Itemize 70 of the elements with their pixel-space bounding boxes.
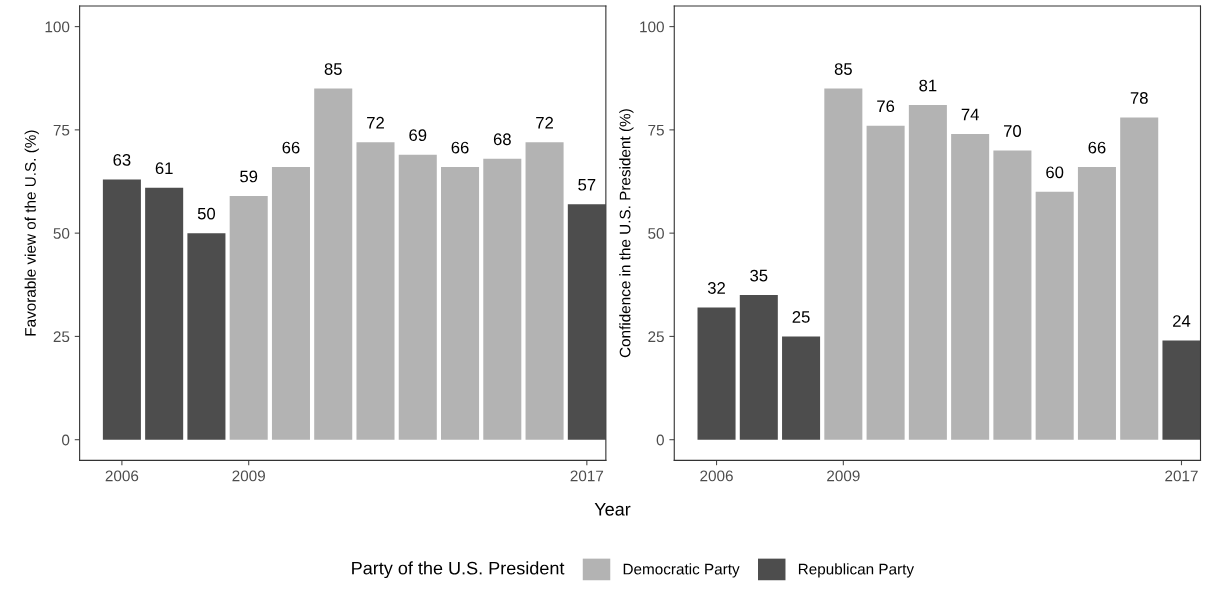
bar bbox=[483, 158, 522, 440]
data-label: 59 bbox=[240, 170, 258, 183]
bar bbox=[314, 88, 353, 440]
data-label: 68 bbox=[493, 133, 511, 146]
data-label: 35 bbox=[750, 269, 768, 282]
data-label: 85 bbox=[834, 63, 852, 75]
data-label: 25 bbox=[792, 311, 810, 323]
y-tick-label: 75 bbox=[648, 124, 664, 136]
x-axis-title: Year bbox=[594, 503, 631, 516]
x-tick-label: 2017 bbox=[1165, 470, 1198, 482]
x-tick-label: 2009 bbox=[827, 470, 860, 482]
data-label: 50 bbox=[197, 207, 216, 220]
bar bbox=[441, 167, 480, 440]
bar bbox=[1035, 191, 1074, 440]
bar bbox=[102, 179, 141, 440]
bar bbox=[398, 154, 437, 440]
y-tick-label: 100 bbox=[45, 21, 70, 33]
bar bbox=[908, 105, 947, 440]
data-label: 60 bbox=[1046, 166, 1064, 179]
data-label: 57 bbox=[578, 178, 596, 191]
data-label: 69 bbox=[409, 129, 427, 142]
data-label: 66 bbox=[451, 141, 469, 154]
y-tick-label: 100 bbox=[640, 21, 664, 33]
data-label: 70 bbox=[1003, 125, 1022, 137]
x-tick-label: 2017 bbox=[570, 470, 604, 482]
data-label: 78 bbox=[1130, 92, 1148, 104]
bar bbox=[229, 195, 268, 440]
bar bbox=[356, 142, 395, 440]
data-label: 32 bbox=[707, 282, 725, 294]
y-tick-label: 50 bbox=[53, 228, 70, 239]
bar bbox=[697, 307, 736, 440]
bar bbox=[866, 125, 905, 440]
data-label: 24 bbox=[1173, 315, 1191, 327]
y-axis-title: Favorable view of the U.S. (%) bbox=[24, 130, 39, 336]
bar bbox=[525, 142, 564, 440]
bar bbox=[1162, 340, 1201, 440]
bar bbox=[739, 295, 778, 440]
bar bbox=[187, 233, 226, 440]
data-label: 61 bbox=[155, 162, 173, 175]
data-label: 66 bbox=[282, 141, 300, 154]
bar bbox=[1077, 167, 1116, 440]
data-label: 63 bbox=[113, 154, 131, 166]
y-tick-label: 0 bbox=[62, 434, 70, 446]
bar bbox=[271, 167, 310, 440]
x-tick-label: 2006 bbox=[700, 470, 733, 482]
y-axis-title: Confidence in the U.S. President (%) bbox=[619, 109, 634, 358]
legend-title: Party of the U.S. President bbox=[352, 561, 565, 579]
y-tick-label: 75 bbox=[53, 124, 70, 136]
x-tick-label: 2009 bbox=[232, 470, 265, 482]
y-tick-label: 50 bbox=[648, 228, 664, 239]
data-label: 76 bbox=[877, 100, 895, 113]
bar bbox=[1120, 117, 1159, 440]
bar bbox=[951, 134, 990, 440]
x-tick-label: 2006 bbox=[105, 470, 139, 482]
bar bbox=[782, 336, 821, 440]
data-label: 81 bbox=[919, 79, 937, 92]
bar bbox=[993, 150, 1032, 440]
y-tick-label: 25 bbox=[648, 331, 664, 343]
data-label: 66 bbox=[1088, 141, 1106, 154]
data-label: 85 bbox=[324, 63, 342, 75]
y-tick-label: 0 bbox=[656, 434, 664, 446]
legend-label: Republican Party bbox=[798, 563, 915, 578]
bar bbox=[567, 204, 606, 440]
bar bbox=[824, 88, 863, 440]
data-label: 72 bbox=[367, 116, 384, 129]
data-label: 74 bbox=[961, 108, 979, 121]
legend-label: Democratic Party bbox=[623, 563, 740, 578]
y-tick-label: 25 bbox=[53, 331, 70, 343]
data-label: 72 bbox=[536, 116, 553, 129]
bar bbox=[145, 187, 184, 440]
